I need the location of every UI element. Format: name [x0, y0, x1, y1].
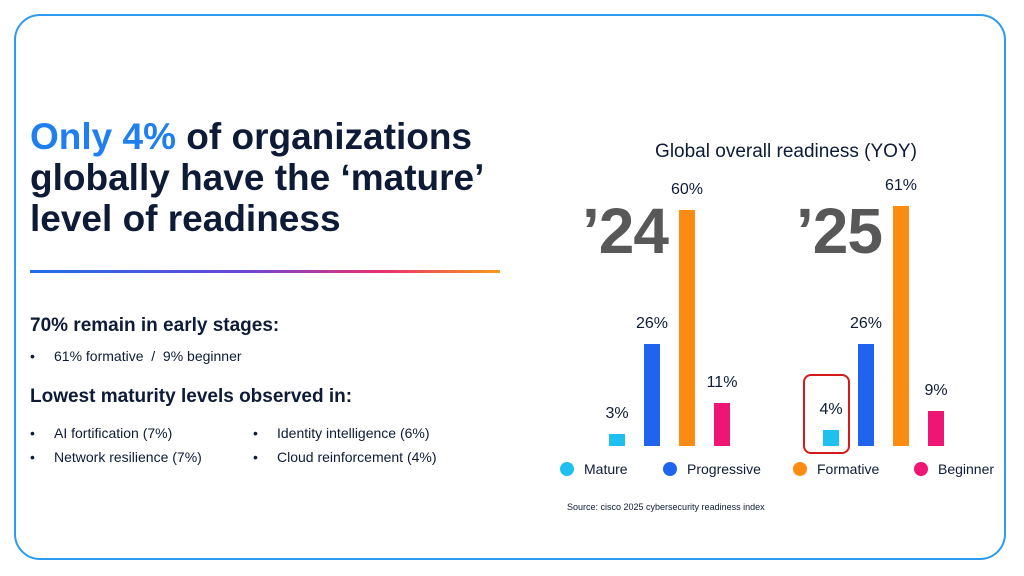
legend-dot-icon [793, 462, 807, 476]
bar-progressive [644, 343, 660, 446]
early-stages-bullet: • 61% formative / 9% beginner [30, 348, 242, 364]
year-label: ’24 [582, 195, 669, 267]
source-note: Source: cisco 2025 cybersecurity readine… [567, 502, 765, 512]
list-item-text: Cloud reinforcement (4%) [277, 449, 437, 465]
headline: Only 4% of organizations globally have t… [30, 116, 520, 239]
headline-rest: of organizations globally have the ‘matu… [30, 116, 483, 239]
data-label: 26% [849, 314, 883, 332]
data-label: 26% [635, 314, 669, 332]
list-item-text: Identity intelligence (6%) [277, 425, 430, 441]
bullet-icon: • [253, 425, 258, 441]
gradient-divider [30, 270, 500, 273]
legend-beginner: Beginner [914, 461, 994, 477]
bar-formative [679, 209, 695, 446]
bar-beginner [714, 402, 730, 446]
legend-formative: Formative [793, 461, 879, 477]
early-stages-title: 70% remain in early stages: [30, 315, 280, 336]
data-label: 3% [605, 405, 629, 423]
year-label: ’25 [796, 195, 883, 267]
legend-label: Progressive [687, 461, 761, 477]
list-item: • Identity intelligence (6%) [253, 425, 430, 441]
data-label: 11% [706, 373, 738, 391]
lowest-maturity-title: Lowest maturity levels observed in: [30, 386, 353, 407]
legend-label: Formative [817, 461, 880, 477]
highlight-box [803, 374, 850, 454]
legend-dot-icon [914, 462, 928, 476]
list-item: • Network resilience (7%) [30, 449, 202, 465]
bar-beginner [928, 410, 944, 446]
slide-card [14, 14, 1006, 560]
data-label: 60% [670, 180, 704, 198]
early-stages-bullet-text: 61% formative / 9% beginner [54, 348, 242, 364]
legend-progressive: Progressive [663, 461, 761, 477]
list-item: • AI fortification (7%) [30, 425, 172, 441]
legend-dot-icon [663, 462, 677, 476]
bar-progressive [858, 343, 874, 446]
legend-mature: Mature [560, 461, 628, 477]
legend-dot-icon [560, 462, 574, 476]
bullet-icon: • [30, 449, 35, 465]
bar-mature [609, 434, 625, 446]
bullet-icon: • [30, 348, 35, 364]
data-label: 4% [819, 401, 843, 419]
bar-mature [823, 430, 839, 446]
data-label: 61% [884, 177, 918, 194]
chart-title: Global overall readiness (YOY) [655, 141, 917, 162]
data-label: 9% [924, 381, 948, 399]
legend-label: Beginner [938, 461, 995, 477]
list-item: • Cloud reinforcement (4%) [253, 449, 437, 465]
list-item-text: Network resilience (7%) [54, 449, 202, 465]
bullet-icon: • [253, 449, 258, 465]
bar-formative [893, 206, 909, 446]
list-item-text: AI fortification (7%) [54, 425, 173, 441]
bullet-icon: • [30, 425, 35, 441]
headline-accent: Only 4% [30, 116, 176, 157]
legend-label: Mature [584, 461, 628, 477]
